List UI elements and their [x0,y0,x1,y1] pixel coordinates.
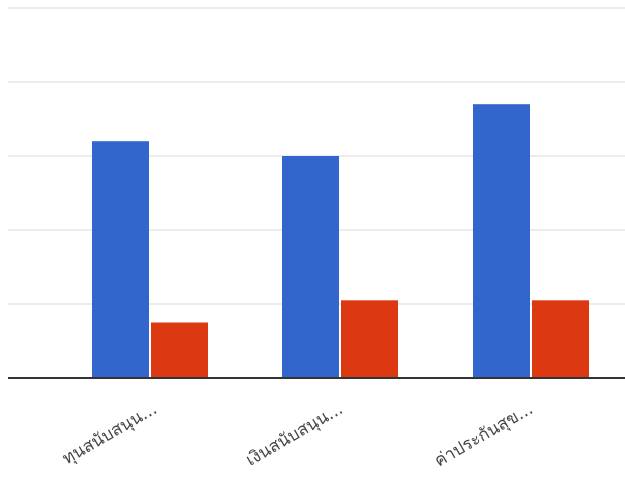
bar-series-2-1 [151,322,208,378]
x-tick-label: ทุนสนับสนุน... [59,399,160,469]
bars [92,104,589,378]
x-tick-label: ค่าประกันสุข... [431,399,536,471]
x-tick-label: เงินสนับสนุน... [243,399,347,471]
bar-series-1-3 [473,104,530,378]
bar-series-1-2 [282,156,339,378]
x-axis-labels: ทุนสนับสนุน... เงินสนับสนุน... ค่าประกันสุ… [59,399,536,471]
bar-series-2-2 [341,300,398,378]
bar-series-2-3 [532,300,589,378]
bar-series-1-1 [92,141,149,378]
